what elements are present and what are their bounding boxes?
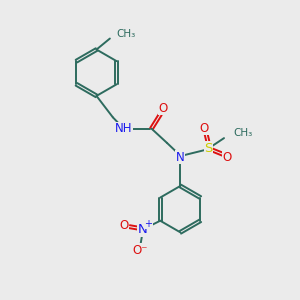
Text: +: + [144, 219, 152, 229]
Text: S: S [204, 142, 213, 155]
Text: NH: NH [115, 122, 132, 135]
Text: O: O [222, 151, 232, 164]
Text: N: N [138, 223, 148, 236]
Text: O: O [159, 102, 168, 115]
Text: O⁻: O⁻ [132, 244, 148, 257]
Text: N: N [176, 151, 185, 164]
Text: CH₃: CH₃ [233, 128, 252, 138]
Text: O: O [119, 219, 128, 232]
Text: O: O [200, 122, 209, 135]
Text: CH₃: CH₃ [117, 29, 136, 39]
